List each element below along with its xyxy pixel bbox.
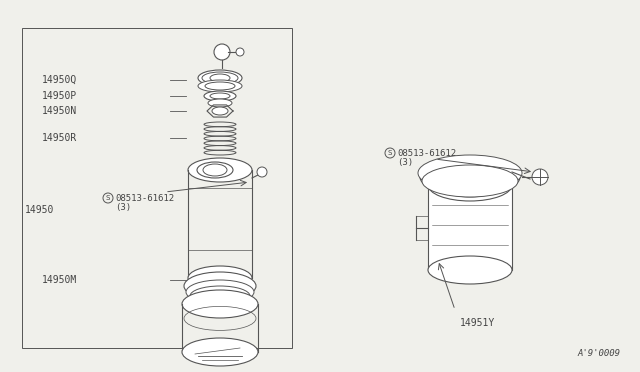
Ellipse shape	[212, 107, 228, 115]
Ellipse shape	[182, 338, 258, 366]
Ellipse shape	[428, 169, 512, 201]
Ellipse shape	[190, 286, 250, 306]
Text: 08513-61612: 08513-61612	[115, 193, 174, 202]
Ellipse shape	[182, 290, 258, 318]
Bar	[428, 185, 512, 270]
Text: S: S	[106, 195, 110, 201]
Ellipse shape	[214, 44, 230, 60]
Text: A'9'0009: A'9'0009	[577, 349, 620, 358]
Ellipse shape	[205, 82, 235, 90]
Text: 14951Y: 14951Y	[460, 318, 495, 328]
Ellipse shape	[204, 91, 236, 101]
Ellipse shape	[422, 165, 518, 197]
Ellipse shape	[236, 48, 244, 56]
Ellipse shape	[420, 159, 520, 195]
Ellipse shape	[440, 173, 500, 197]
Text: (3): (3)	[115, 202, 131, 212]
Ellipse shape	[257, 167, 267, 177]
Bar	[22, 28, 292, 348]
Ellipse shape	[198, 80, 242, 92]
Ellipse shape	[418, 155, 522, 191]
Ellipse shape	[198, 70, 242, 86]
Text: 14950: 14950	[25, 205, 54, 215]
Text: (3): (3)	[397, 157, 413, 167]
Ellipse shape	[202, 72, 238, 84]
Ellipse shape	[203, 164, 227, 176]
Text: S: S	[388, 150, 392, 156]
Ellipse shape	[186, 280, 254, 304]
Ellipse shape	[428, 256, 512, 284]
Ellipse shape	[197, 162, 233, 178]
Text: 14950N: 14950N	[42, 106, 77, 116]
Ellipse shape	[210, 74, 230, 82]
Text: 14950M: 14950M	[42, 275, 77, 285]
Text: 08513-61612: 08513-61612	[397, 148, 456, 157]
Ellipse shape	[532, 169, 548, 185]
Ellipse shape	[188, 158, 252, 182]
Ellipse shape	[210, 93, 230, 99]
Text: 14950R: 14950R	[42, 133, 77, 143]
Ellipse shape	[184, 272, 256, 300]
Ellipse shape	[188, 266, 252, 290]
Text: 14950P: 14950P	[42, 91, 77, 101]
Ellipse shape	[208, 99, 232, 107]
Text: 14950Q: 14950Q	[42, 75, 77, 85]
